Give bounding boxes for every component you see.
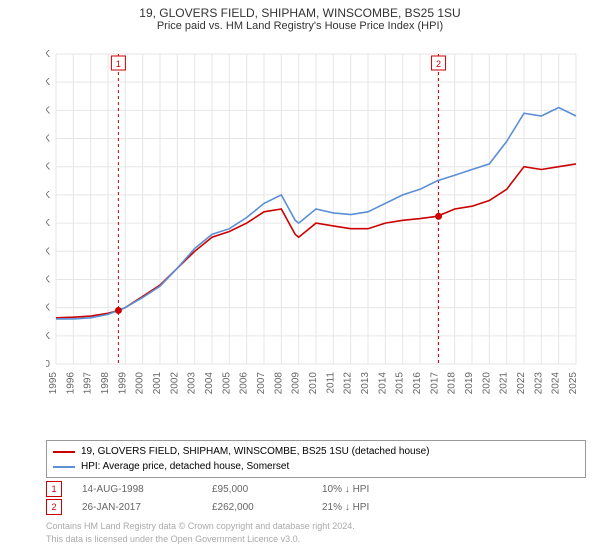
svg-text:2010: 2010 [308,372,319,395]
svg-text:1997: 1997 [83,372,94,395]
svg-text:2018: 2018 [447,372,458,395]
svg-text:£150K: £150K [46,274,50,285]
footer-line2: This data is licensed under the Open Gov… [46,533,586,546]
svg-text:2022: 2022 [516,372,527,395]
svg-text:2014: 2014 [377,372,388,395]
svg-text:2019: 2019 [464,372,475,395]
footer-line1: Contains HM Land Registry data © Crown c… [46,520,586,533]
svg-text:£350K: £350K [46,162,50,173]
svg-text:£0: £0 [46,359,50,370]
svg-text:2013: 2013 [360,372,371,395]
svg-text:£550K: £550K [46,49,50,60]
svg-text:2004: 2004 [204,372,215,395]
svg-text:2016: 2016 [412,372,423,395]
sale-row: 1 14-AUG-1998 £95,000 10% ↓ HPI [46,480,586,498]
legend-item-property: 19, GLOVERS FIELD, SHIPHAM, WINSCOMBE, B… [53,444,579,459]
sale-marker-box: 1 [46,481,62,497]
title-line2: Price paid vs. HM Land Registry's House … [0,20,600,32]
svg-text:2005: 2005 [221,372,232,395]
svg-text:1: 1 [116,59,121,69]
svg-text:2017: 2017 [429,372,440,395]
footer: Contains HM Land Registry data © Crown c… [46,520,586,545]
svg-text:£50K: £50K [46,331,50,342]
svg-text:2: 2 [436,59,441,69]
legend-swatch [53,451,75,453]
svg-text:£250K: £250K [46,218,50,229]
svg-text:2003: 2003 [187,372,198,395]
svg-text:1995: 1995 [48,372,59,395]
sale-row: 2 26-JAN-2017 £262,000 21% ↓ HPI [46,498,586,516]
svg-text:2024: 2024 [551,372,562,395]
svg-text:£450K: £450K [46,105,50,116]
legend-item-hpi: HPI: Average price, detached house, Some… [53,459,579,474]
svg-text:1998: 1998 [100,372,111,395]
price-chart: £0 £50K £100K £150K £200K £250K £300K £350K £400… [46,44,586,404]
title-line1: 19, GLOVERS FIELD, SHIPHAM, WINSCOMBE, B… [0,6,600,20]
svg-text:2006: 2006 [239,372,250,395]
svg-text:2011: 2011 [325,372,336,394]
svg-text:£200K: £200K [46,246,50,257]
sale-date: 26-JAN-2017 [82,502,192,513]
chart-title: 19, GLOVERS FIELD, SHIPHAM, WINSCOMBE, B… [0,0,600,32]
sale-delta: 10% ↓ HPI [322,484,369,495]
svg-text:2023: 2023 [533,372,544,395]
svg-text:£100K: £100K [46,303,50,314]
svg-text:2012: 2012 [343,372,354,395]
legend-label: HPI: Average price, detached house, Some… [81,459,289,474]
legend-swatch [53,466,75,468]
svg-text:£300K: £300K [46,190,50,201]
svg-text:2002: 2002 [169,372,180,395]
svg-text:2007: 2007 [256,372,267,395]
svg-text:1999: 1999 [117,372,128,395]
svg-text:2020: 2020 [481,372,492,395]
sale-price: £262,000 [212,502,302,513]
svg-text:2021: 2021 [499,372,510,395]
legend: 19, GLOVERS FIELD, SHIPHAM, WINSCOMBE, B… [46,440,586,478]
svg-text:2015: 2015 [395,372,406,395]
svg-text:£400K: £400K [46,134,50,145]
sales-table: 1 14-AUG-1998 £95,000 10% ↓ HPI 2 26-JAN… [46,480,586,516]
svg-text:2001: 2001 [152,372,163,395]
svg-text:2025: 2025 [568,372,579,395]
sale-delta: 21% ↓ HPI [322,502,369,513]
sale-price: £95,000 [212,484,302,495]
sale-date: 14-AUG-1998 [82,484,192,495]
svg-text:£500K: £500K [46,77,50,88]
sale-marker-box: 2 [46,499,62,515]
svg-text:2000: 2000 [135,372,146,395]
svg-text:1996: 1996 [65,372,76,395]
svg-text:2009: 2009 [291,372,302,395]
svg-text:2008: 2008 [273,372,284,395]
legend-label: 19, GLOVERS FIELD, SHIPHAM, WINSCOMBE, B… [81,444,429,459]
